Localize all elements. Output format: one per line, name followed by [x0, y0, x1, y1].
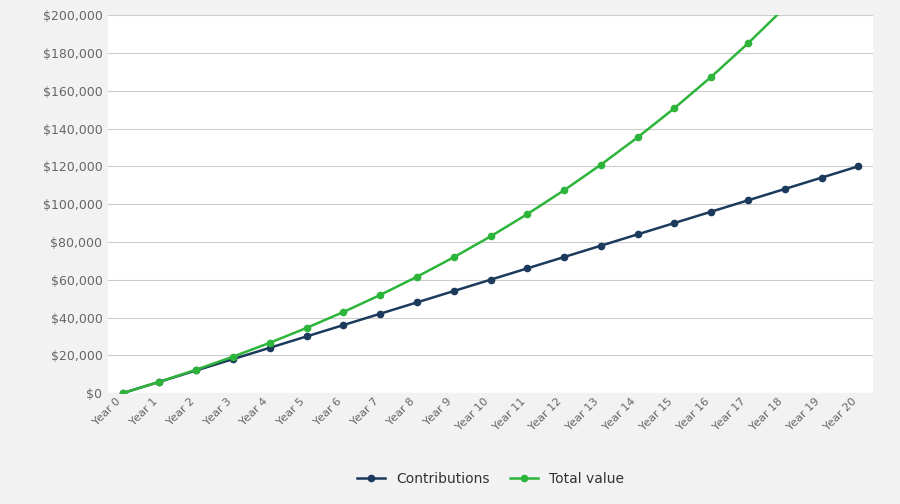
Total value [411, 274, 422, 280]
Total value [302, 325, 312, 331]
Total value [154, 379, 165, 385]
Contributions [154, 379, 165, 385]
Legend: Contributions, Total value: Contributions, Total value [351, 467, 630, 492]
Contributions [596, 243, 607, 249]
Total value [632, 135, 643, 141]
Total value [191, 366, 202, 372]
Total value [117, 390, 128, 396]
Total value [374, 292, 385, 298]
Total value [338, 309, 349, 315]
Contributions [706, 209, 716, 215]
Contributions [632, 231, 643, 237]
Contributions [522, 265, 533, 271]
Contributions [559, 254, 570, 260]
Contributions [302, 334, 312, 340]
Contributions [485, 277, 496, 283]
Total value [559, 187, 570, 194]
Total value [265, 340, 275, 346]
Total value [522, 211, 533, 217]
Total value [596, 162, 607, 168]
Line: Contributions: Contributions [120, 163, 861, 396]
Total value [742, 40, 753, 46]
Contributions [265, 345, 275, 351]
Total value [448, 254, 459, 260]
Line: Total value: Total value [120, 0, 861, 396]
Contributions [779, 186, 790, 192]
Total value [779, 5, 790, 11]
Total value [228, 354, 238, 360]
Total value [669, 105, 680, 111]
Contributions [816, 175, 827, 181]
Total value [706, 74, 716, 80]
Contributions [374, 310, 385, 317]
Contributions [669, 220, 680, 226]
Contributions [853, 163, 864, 169]
Total value [485, 233, 496, 239]
Contributions [448, 288, 459, 294]
Contributions [191, 367, 202, 373]
Contributions [338, 322, 349, 328]
Contributions [411, 299, 422, 305]
Contributions [117, 390, 128, 396]
Contributions [228, 356, 238, 362]
Contributions [742, 197, 753, 203]
